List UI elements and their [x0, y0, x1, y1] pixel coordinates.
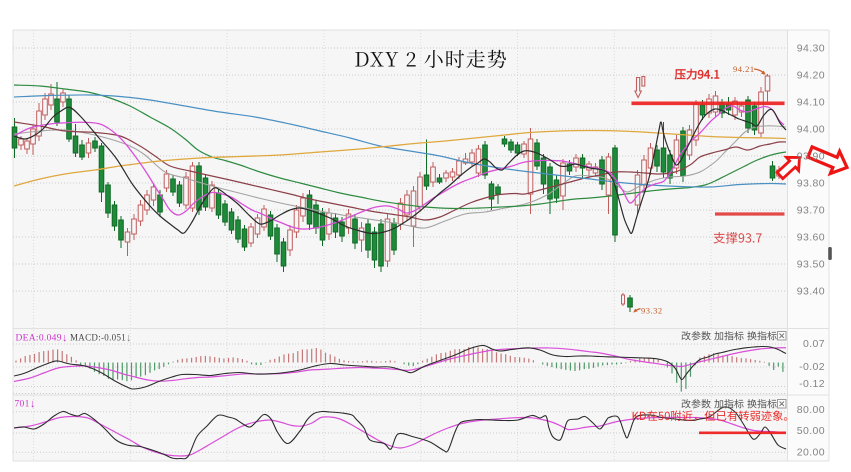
svg-text:20.00: 20.00 [797, 446, 825, 458]
svg-text:↓: ↓ [30, 398, 36, 410]
svg-text:-0.12: -0.12 [799, 378, 825, 390]
svg-text:换指标: 换指标 [747, 328, 777, 343]
svg-text:加指标: 加指标 [714, 328, 744, 343]
svg-text:93.50: 93.50 [797, 259, 825, 271]
svg-text:0.07: 0.07 [803, 338, 825, 350]
svg-text:KD在50附近，但已有转弱迹象。: KD在50附近，但已有转弱迹象。 [632, 408, 795, 424]
svg-text:DEA:0.049: DEA:0.049 [16, 334, 62, 344]
svg-text:加指标: 加指标 [714, 396, 744, 411]
svg-text:↓: ↓ [62, 332, 68, 344]
svg-text:-0.02: -0.02 [799, 361, 825, 373]
svg-text:80.00: 80.00 [797, 404, 825, 416]
svg-text:701: 701 [15, 400, 30, 410]
svg-text:93.70: 93.70 [797, 205, 825, 217]
svg-text:94.30: 94.30 [797, 43, 825, 55]
svg-text:换指标: 换指标 [747, 396, 777, 411]
svg-text:93.32: 93.32 [641, 306, 663, 316]
svg-text:DXY 2 小时走势: DXY 2 小时走势 [354, 44, 507, 73]
svg-text:支撑93.7: 支撑93.7 [713, 227, 762, 246]
svg-text:94.10: 94.10 [797, 97, 825, 109]
svg-text:93.80: 93.80 [797, 178, 825, 190]
svg-text:94.21: 94.21 [733, 64, 755, 74]
svg-text:93.40: 93.40 [797, 286, 825, 298]
svg-text:94.20: 94.20 [797, 70, 825, 82]
svg-text:94.00: 94.00 [797, 124, 825, 136]
svg-text:50.00: 50.00 [797, 425, 825, 437]
svg-text:改参数: 改参数 [681, 396, 711, 411]
svg-text:改参数: 改参数 [681, 328, 711, 343]
svg-text:压力94.1: 压力94.1 [675, 66, 720, 82]
svg-text:93.90: 93.90 [797, 151, 825, 163]
svg-text:MACD:-0.051: MACD:-0.051 [70, 333, 126, 343]
svg-text:93.60: 93.60 [797, 232, 825, 244]
svg-text:↓: ↓ [126, 332, 132, 344]
